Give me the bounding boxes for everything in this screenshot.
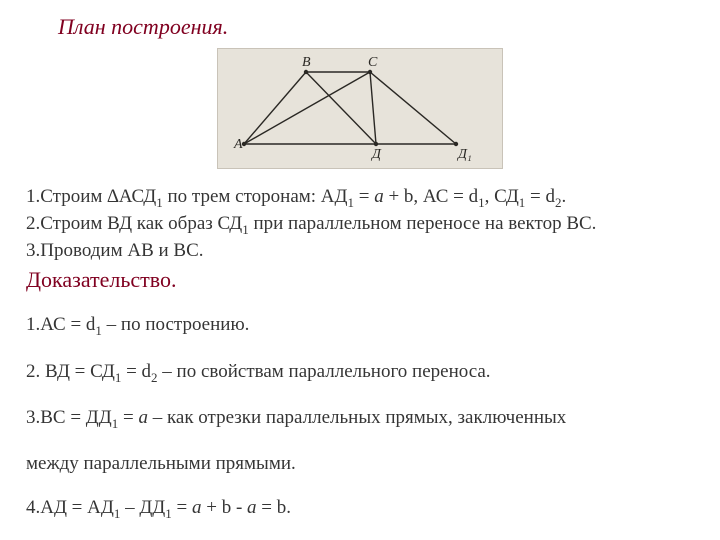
plan-line-1: 1.Строим ∆АСД1 по трем сторонам: АД1 = a… bbox=[26, 184, 694, 211]
svg-text:Д₁: Д₁ bbox=[456, 147, 472, 162]
proof-line-2: 2. ВД = СД1 = d2 – по свойствам параллел… bbox=[26, 359, 694, 386]
proof-line-3a: 3.ВС = ДД1 = a – как отрезки параллельны… bbox=[26, 405, 694, 432]
svg-text:В: В bbox=[302, 55, 311, 70]
svg-text:Д: Д bbox=[370, 147, 382, 162]
plan-line-3: 3.Проводим АВ и ВС. bbox=[26, 238, 694, 263]
svg-text:С: С bbox=[368, 55, 378, 70]
plan-body: 1.Строим ∆АСД1 по трем сторонам: АД1 = a… bbox=[26, 184, 694, 263]
heading-proof: Доказательство. bbox=[26, 267, 694, 293]
trapezoid-diagram: А В С Д Д₁ bbox=[217, 48, 503, 169]
proof-line-4: 4.АД = АД1 – ДД1 = a + b - a = b. bbox=[26, 495, 694, 522]
plan-line-2: 2.Строим ВД как образ СД1 при параллельн… bbox=[26, 211, 694, 238]
proof-body: 1.АС = d1 – по построению. 2. ВД = СД1 =… bbox=[26, 312, 694, 540]
diagram-container: А В С Д Д₁ bbox=[26, 48, 694, 174]
svg-text:А: А bbox=[233, 137, 243, 152]
proof-line-1: 1.АС = d1 – по построению. bbox=[26, 312, 694, 339]
heading-plan: План построения. bbox=[58, 14, 694, 40]
proof-line-3b: между параллельными прямыми. bbox=[26, 451, 694, 476]
